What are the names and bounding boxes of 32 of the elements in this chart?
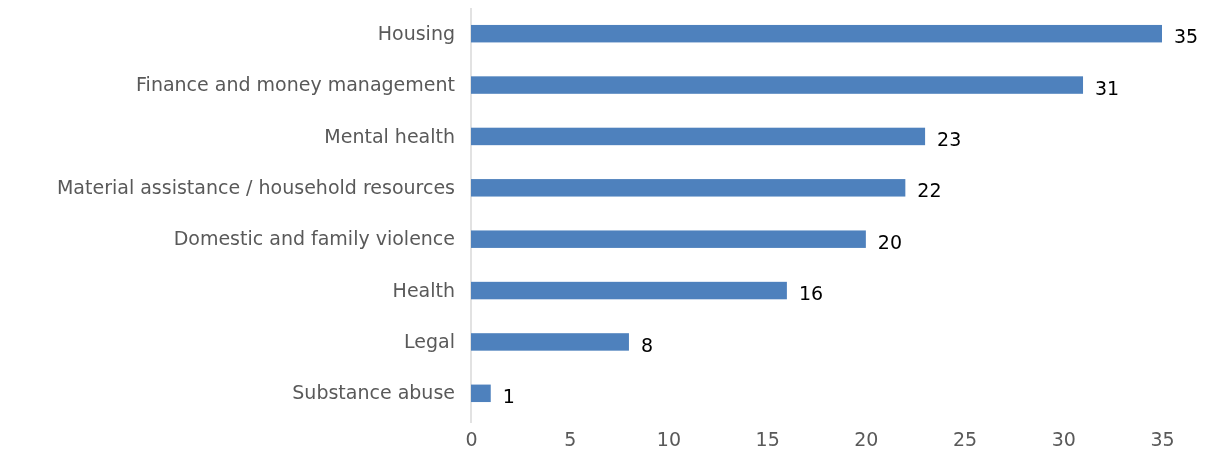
bar bbox=[471, 24, 1162, 43]
x-tick-label: 0 bbox=[465, 428, 478, 451]
y-tick-label: Mental health bbox=[324, 124, 455, 147]
data-label: 35 bbox=[1174, 25, 1199, 48]
y-tick-label: Finance and money management bbox=[136, 73, 455, 96]
x-tick-label: 15 bbox=[755, 428, 780, 451]
x-tick-label: 25 bbox=[952, 428, 978, 451]
data-label: 1 bbox=[502, 384, 515, 407]
data-label: 23 bbox=[937, 128, 962, 151]
bar bbox=[471, 333, 629, 351]
data-label: 16 bbox=[798, 282, 824, 305]
bar bbox=[471, 384, 491, 403]
y-tick-label: Legal bbox=[404, 330, 455, 353]
y-tick-label: Health bbox=[392, 278, 455, 301]
data-label: 31 bbox=[1095, 76, 1120, 99]
x-tick-label: 10 bbox=[656, 428, 682, 451]
x-tick-label: 5 bbox=[564, 428, 577, 451]
data-label: 22 bbox=[917, 179, 942, 202]
x-tick-label: 20 bbox=[854, 428, 879, 451]
y-tick-label: Substance abuse bbox=[292, 381, 455, 404]
y-tick-label: Material assistance / household resources bbox=[56, 175, 455, 198]
bar bbox=[471, 127, 926, 146]
y-tick-label: Housing bbox=[377, 21, 455, 44]
x-tick-label: 35 bbox=[1150, 428, 1175, 451]
x-tick-label: 30 bbox=[1051, 428, 1076, 451]
bar bbox=[471, 76, 1084, 94]
data-label: 20 bbox=[877, 230, 903, 253]
bar bbox=[471, 230, 866, 248]
data-label: 8 bbox=[640, 333, 654, 356]
y-tick-label: Domestic and family violence bbox=[173, 227, 455, 250]
bar bbox=[471, 179, 906, 197]
bar bbox=[471, 281, 787, 300]
